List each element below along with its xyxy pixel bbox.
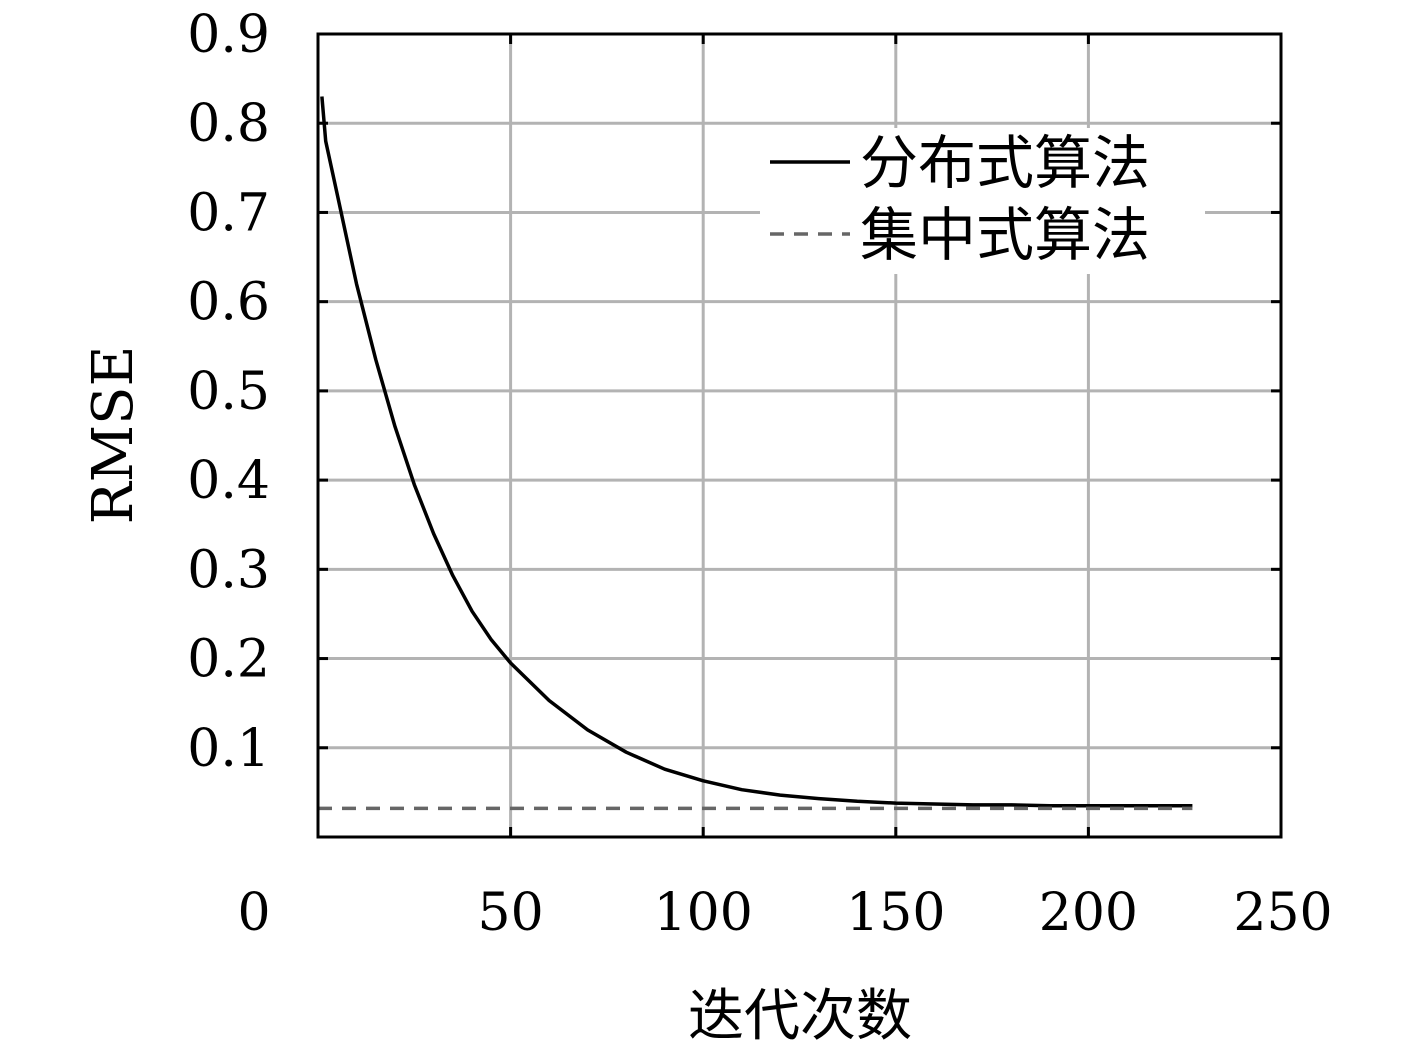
x-tick-label: 150 — [846, 883, 945, 943]
tick-marks — [318, 34, 1281, 837]
y-tick-label: 0.4 — [187, 451, 270, 511]
y-tick-label: 0.3 — [187, 540, 270, 600]
y-tick-labels: 0.1 0.2 0.3 0.4 0.5 0.6 0.7 0.8 0.9 — [187, 5, 270, 779]
x-axis-label: 迭代次数 — [688, 984, 912, 1049]
legend: 分布式算法 集中式算法 — [760, 128, 1205, 274]
y-tick-label: 0.2 — [187, 630, 270, 690]
x-tick-label: 0 — [237, 883, 270, 943]
x-tick-label: 50 — [478, 883, 544, 943]
x-tick-label: 200 — [1039, 883, 1138, 943]
x-tick-labels: 0 50 100 150 200 250 — [237, 883, 1332, 943]
y-tick-label: 0.5 — [187, 362, 270, 422]
series-line-distributed — [320, 96, 1193, 808]
y-tick-label: 0.9 — [187, 5, 270, 65]
x-tick-label: 250 — [1233, 883, 1332, 943]
legend-label-distributed: 分布式算法 — [860, 129, 1150, 197]
y-axis-label: RMSE — [81, 346, 146, 525]
y-tick-label: 0.8 — [187, 94, 270, 154]
y-tick-label: 0.7 — [187, 183, 270, 243]
y-tick-label: 0.1 — [187, 719, 270, 779]
legend-background — [760, 128, 1205, 274]
x-tick-label: 100 — [654, 883, 753, 943]
legend-label-centralized: 集中式算法 — [860, 201, 1150, 269]
plot-frame — [316, 32, 1283, 839]
y-tick-label: 0.6 — [187, 273, 270, 333]
series-lines — [318, 96, 1193, 811]
